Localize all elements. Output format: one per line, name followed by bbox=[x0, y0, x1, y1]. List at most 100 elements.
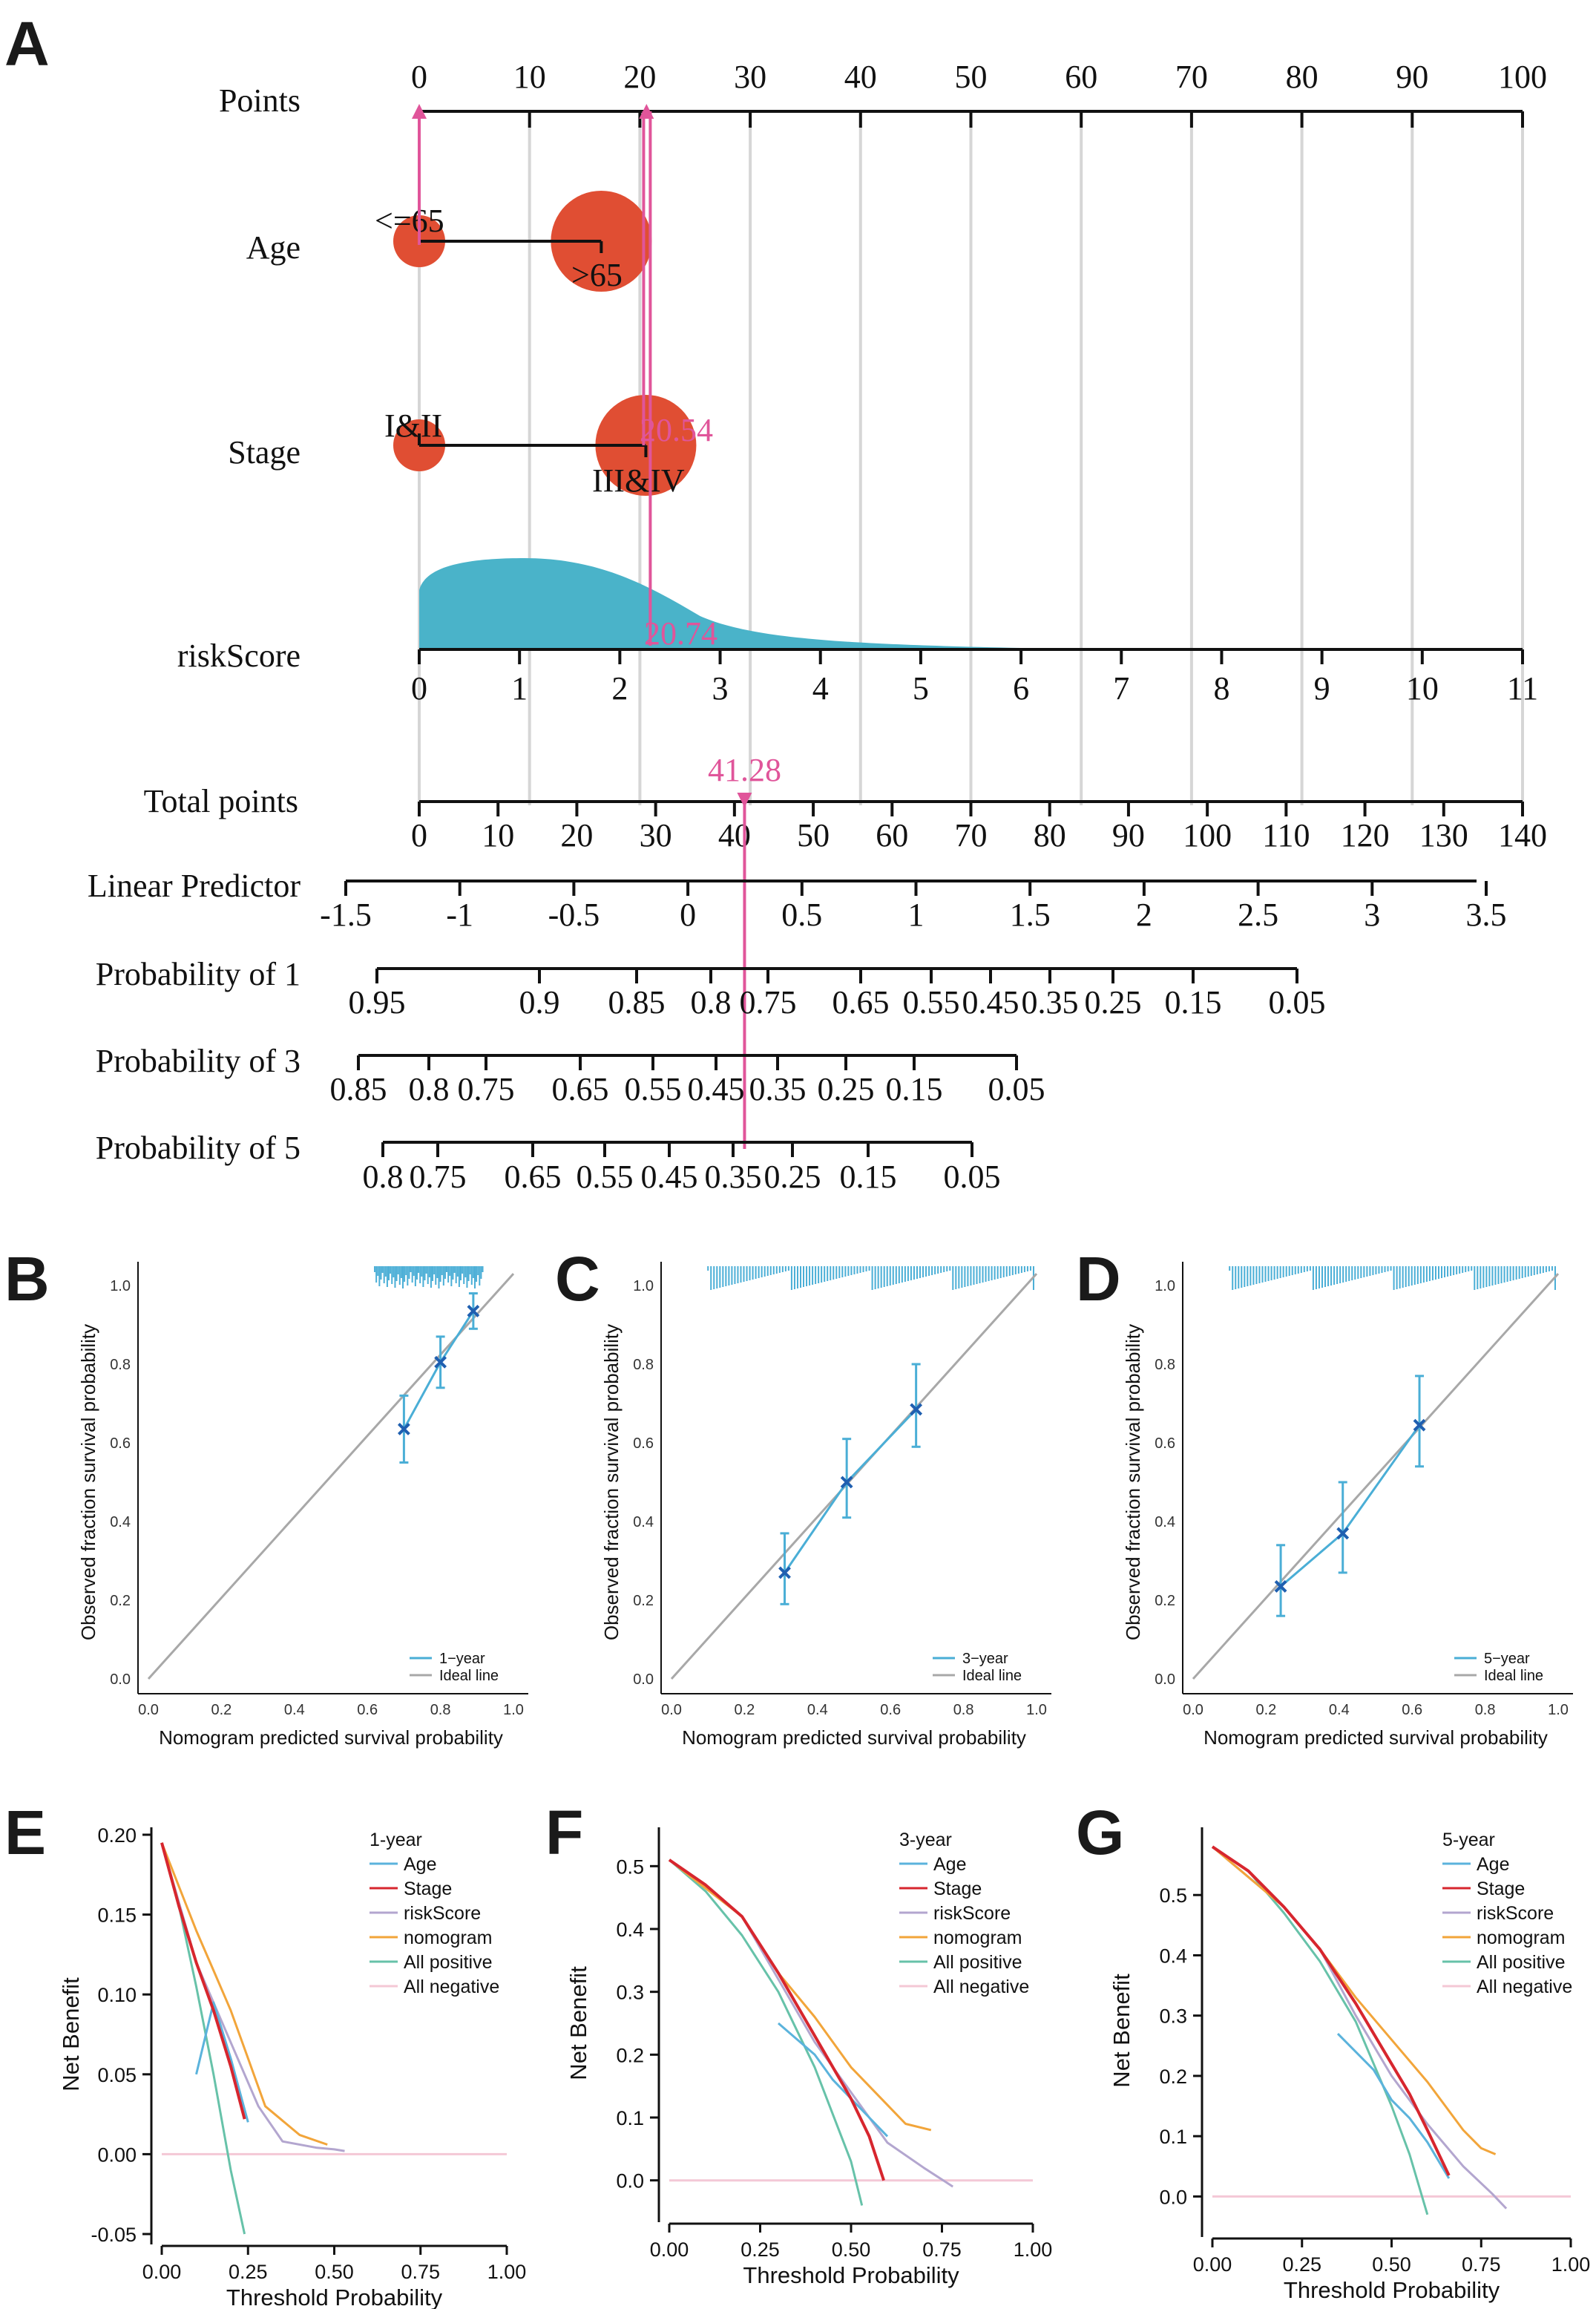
y-tick-label: 0.4 bbox=[633, 1514, 654, 1530]
legend-label: riskScore bbox=[1477, 1903, 1554, 1924]
scale-tick-label: 0.15 bbox=[840, 1159, 897, 1195]
panel-label-c: C bbox=[555, 1244, 600, 1314]
scale-tick-label: 0.45 bbox=[641, 1159, 698, 1195]
x-tick-label: 1.00 bbox=[1551, 2253, 1591, 2276]
scale-tick-label: 0.45 bbox=[688, 1071, 745, 1107]
scale-tick-label: 0.15 bbox=[886, 1071, 943, 1107]
nomogram-row-label: Stage bbox=[228, 434, 301, 471]
y-axis-label: Net Benefit bbox=[1109, 1974, 1134, 2088]
series-line-nomogram bbox=[160, 1842, 328, 2146]
y-tick-label: 0.2 bbox=[1159, 2066, 1187, 2088]
y-tick-label: 0.5 bbox=[1159, 1884, 1187, 1907]
scale-tick-label: 0.8 bbox=[691, 984, 732, 1021]
x-axis-label: Nomogram predicted survival probability bbox=[682, 1726, 1026, 1749]
x-tick-label: 0.75 bbox=[922, 2238, 962, 2261]
nomogram-panel: Points Age Stage riskScore Total points Linea… bbox=[88, 59, 1547, 1195]
calibration-point bbox=[434, 1355, 447, 1369]
legend-label: Stage bbox=[933, 1879, 982, 1899]
riskscore-tick-label: 0 bbox=[411, 670, 427, 707]
x-tick-label: 0.8 bbox=[1475, 1702, 1496, 1718]
y-tick-label: 0.2 bbox=[633, 1593, 654, 1609]
riskscore-tick-label: 4 bbox=[812, 670, 829, 707]
riskscore-tick-label: 10 bbox=[1406, 670, 1439, 707]
scale-tick-label: 0.25 bbox=[764, 1159, 821, 1195]
y-tick-label: 1.0 bbox=[633, 1278, 654, 1294]
series-line-age bbox=[195, 2001, 249, 2123]
riskscore-points-annotation: 20.74 bbox=[644, 615, 717, 652]
scale-tick-label: 0.5 bbox=[781, 897, 822, 933]
riskscore-tick-label: 1 bbox=[511, 670, 528, 707]
y-tick-label: 0.20 bbox=[97, 1824, 137, 1847]
age-category-label: >65 bbox=[571, 257, 623, 293]
scale-tick-label: 0 bbox=[680, 897, 696, 933]
legend-label: Age bbox=[933, 1854, 966, 1875]
nomogram-row-label: Total points bbox=[144, 783, 298, 819]
y-tick-label: 0.1 bbox=[616, 2107, 644, 2129]
scale-tick-label: 0.45 bbox=[962, 984, 1019, 1021]
scale-tick-label: 0.05 bbox=[988, 1071, 1045, 1107]
marker-arrow-age bbox=[412, 104, 427, 119]
x-tick-label: 0.75 bbox=[1462, 2253, 1501, 2276]
legend-title: 5-year bbox=[1442, 1830, 1495, 1850]
scale-tick-label: 0.35 bbox=[1022, 984, 1079, 1021]
total-points-marker bbox=[737, 793, 752, 808]
legend-label: All negative bbox=[1477, 1976, 1572, 1997]
y-tick-label: 0.15 bbox=[97, 1904, 137, 1927]
y-tick-label: 0.0 bbox=[1159, 2186, 1187, 2208]
scale-tick-label: 0.65 bbox=[505, 1159, 562, 1195]
riskscore-tick-label: 2 bbox=[611, 670, 628, 707]
x-tick-label: 0.6 bbox=[1402, 1702, 1422, 1718]
y-tick-label: 0.8 bbox=[633, 1357, 654, 1373]
scale-tick-label: 0.8 bbox=[363, 1159, 404, 1195]
x-tick-label: 1.0 bbox=[1548, 1702, 1569, 1718]
calibration-point bbox=[467, 1305, 480, 1317]
x-tick-label: 0.50 bbox=[1372, 2253, 1411, 2276]
scale-tick-label: 0.55 bbox=[625, 1071, 682, 1107]
y-tick-label: 0.3 bbox=[616, 1982, 644, 2004]
y-tick-label: 0.10 bbox=[97, 1984, 137, 2006]
series-line-all-positive bbox=[160, 1842, 246, 2235]
calibration-panel-c: 0.00.00.20.20.40.40.60.60.80.81.01.0Nomo… bbox=[600, 1262, 1051, 1749]
scale-tick-label: 0.85 bbox=[608, 984, 666, 1021]
scale-tick-label: 0.9 bbox=[519, 984, 560, 1021]
riskscore-tick-label: 6 bbox=[1013, 670, 1029, 707]
scale-tick-label: 0.25 bbox=[818, 1071, 875, 1107]
y-axis-label: Observed fraction survival probability bbox=[1122, 1324, 1144, 1640]
total-points-tick-label: 120 bbox=[1341, 817, 1390, 854]
points-tick-label: 0 bbox=[411, 59, 427, 95]
x-axis-label: Nomogram predicted survival probability bbox=[1203, 1726, 1548, 1749]
x-tick-label: 0.2 bbox=[211, 1702, 231, 1718]
calibration-point bbox=[778, 1566, 791, 1579]
scale-tick-label: 0.95 bbox=[349, 984, 406, 1021]
scale-tick-label: 0.85 bbox=[330, 1071, 387, 1107]
y-tick-label: 1.0 bbox=[110, 1278, 131, 1294]
x-axis-label: Threshold Probability bbox=[226, 2285, 443, 2309]
series-line-stage bbox=[1211, 1845, 1451, 2176]
calibration-point bbox=[1336, 1527, 1350, 1540]
stage-category-label: III&IV bbox=[592, 462, 685, 499]
legend-label: Stage bbox=[404, 1879, 452, 1899]
series-line-age bbox=[778, 2022, 889, 2138]
nomogram-row-label: Age bbox=[246, 229, 301, 266]
legend-label: 1−year bbox=[439, 1651, 485, 1667]
y-tick-label: 0.0 bbox=[1155, 1671, 1175, 1688]
y-tick-label: 0.8 bbox=[110, 1357, 131, 1373]
scale-tick-label: 0.35 bbox=[705, 1159, 762, 1195]
x-tick-label: 0.0 bbox=[1183, 1702, 1203, 1718]
y-tick-label: 0.0 bbox=[110, 1671, 131, 1688]
legend-label: All negative bbox=[933, 1976, 1029, 1997]
legend-title: 3-year bbox=[899, 1830, 952, 1850]
legend-label: All negative bbox=[404, 1976, 499, 1997]
legend-label: nomogram bbox=[933, 1928, 1022, 1948]
panel-label-a: A bbox=[4, 9, 50, 79]
y-tick-label: 0.4 bbox=[110, 1514, 131, 1530]
total-points-tick-label: 30 bbox=[640, 817, 672, 854]
points-tick-label: 60 bbox=[1065, 59, 1097, 95]
y-tick-label: 0.4 bbox=[616, 1919, 644, 1941]
y-axis-label: Net Benefit bbox=[565, 1966, 591, 2080]
points-tick-label: 40 bbox=[844, 59, 877, 95]
scale-tick-label: 0.25 bbox=[1085, 984, 1142, 1021]
riskscore-tick-label: 9 bbox=[1314, 670, 1330, 707]
riskscore-tick-label: 7 bbox=[1113, 670, 1129, 707]
